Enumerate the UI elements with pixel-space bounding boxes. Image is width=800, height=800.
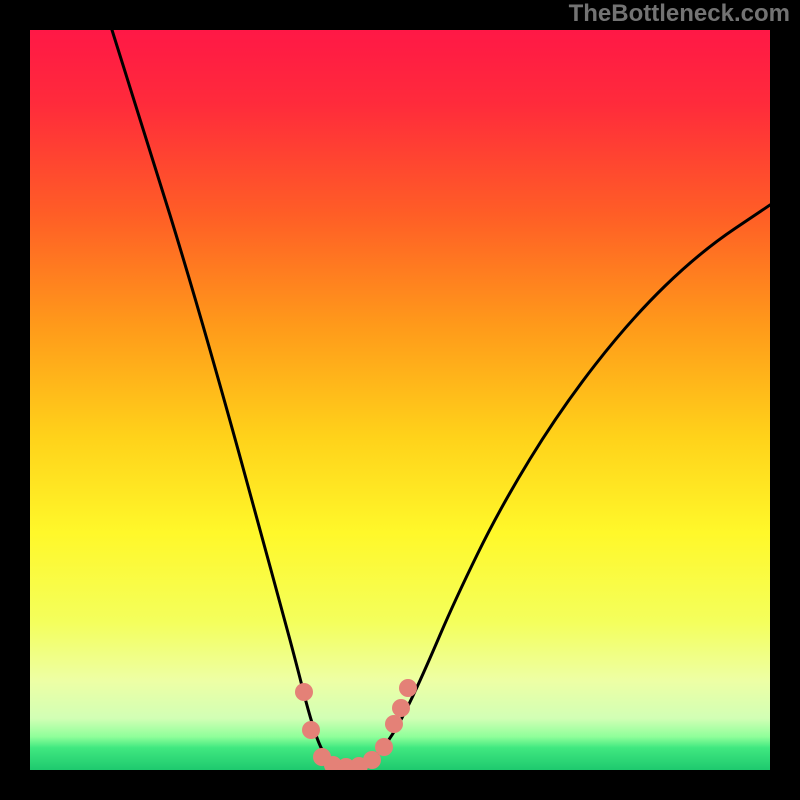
watermark-text: TheBottleneck.com [569,0,790,28]
curve-marker [295,683,313,701]
curve-marker [399,679,417,697]
curve-marker [385,715,403,733]
plot-background [30,30,770,770]
plot-area [30,30,770,770]
curve-marker [392,699,410,717]
chart-frame: TheBottleneck.com [0,0,800,800]
curve-marker [375,738,393,756]
curve-marker [302,721,320,739]
plot-svg [30,30,770,770]
